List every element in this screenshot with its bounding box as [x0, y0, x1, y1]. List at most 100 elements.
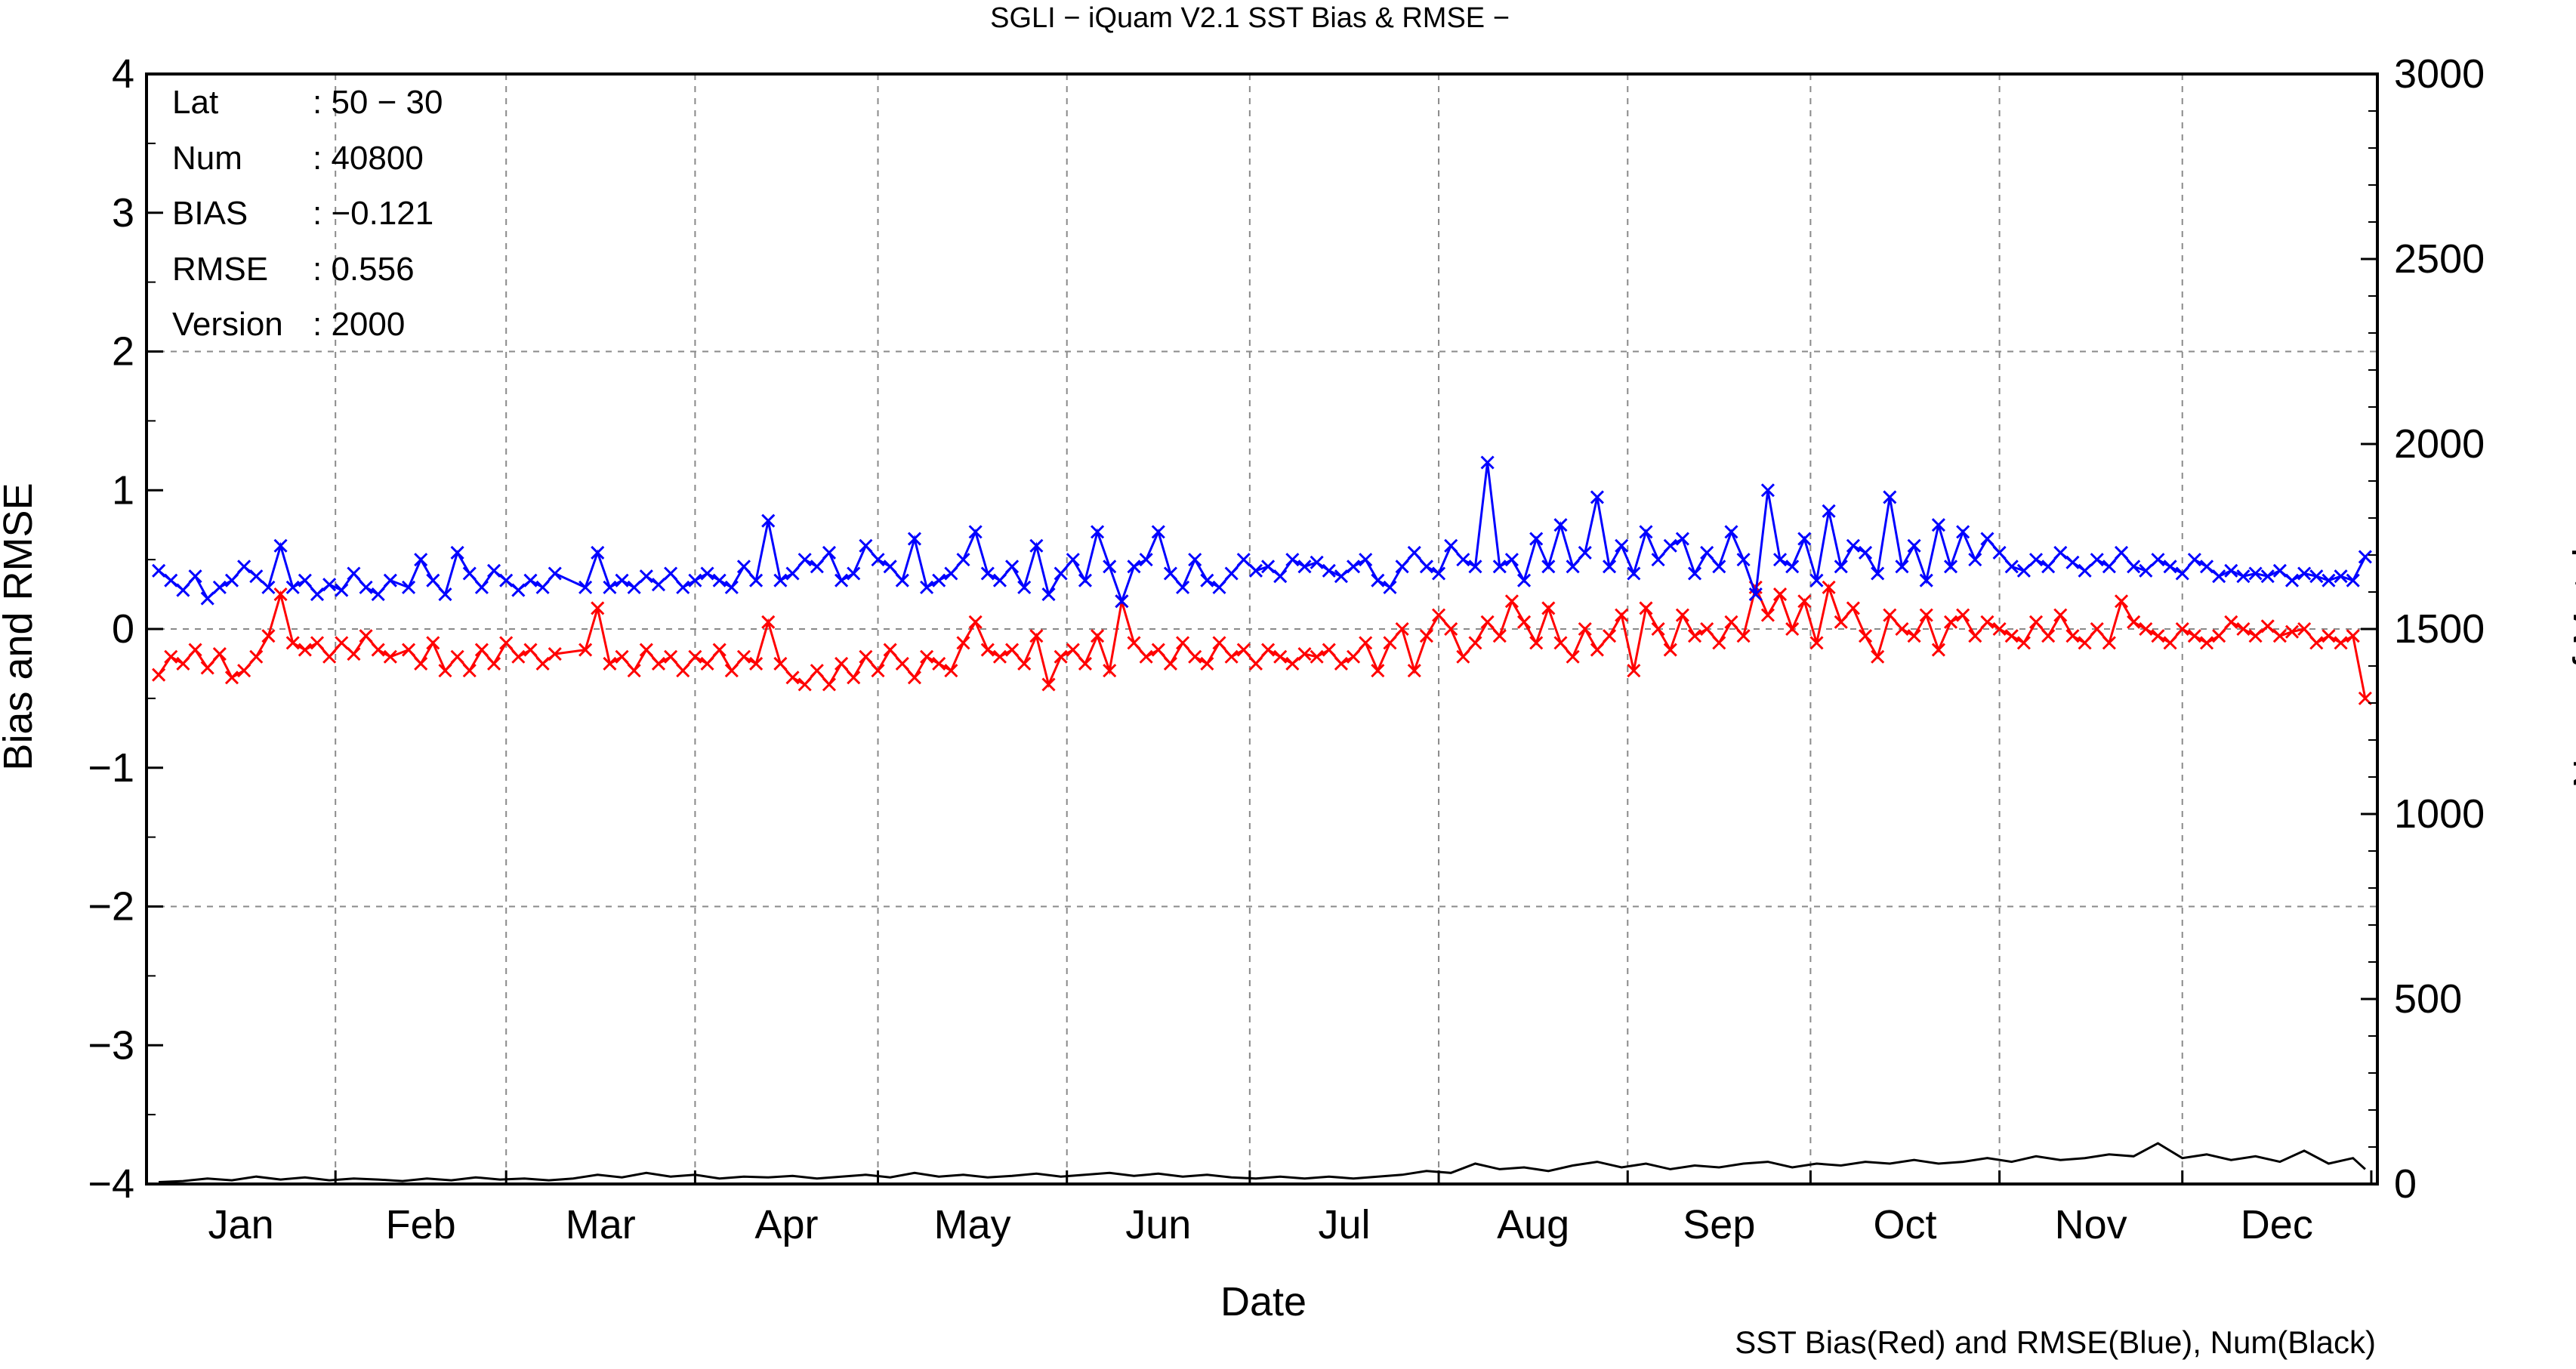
data-point-marker [237, 560, 251, 574]
data-point-marker [1103, 664, 1117, 678]
data-point-marker [1431, 608, 1446, 622]
data-point-marker [2041, 560, 2056, 574]
y-axis: 4 3 2 1 0 −1 −2 −3 −4 [88, 51, 163, 1207]
data-point-marker [1456, 553, 1470, 567]
info-label: Lat [172, 84, 218, 121]
data-point-marker [639, 643, 653, 657]
data-point-marker [907, 532, 922, 546]
data-point-marker [664, 649, 678, 664]
data-point-marker [401, 643, 416, 657]
data-point-marker [992, 573, 1007, 587]
data-point-marker [1858, 629, 1873, 643]
data-point-marker [164, 573, 178, 587]
data-point-marker [511, 583, 526, 597]
info-label: BIAS [172, 195, 248, 232]
data-point-marker [1371, 573, 1385, 587]
data-point-marker [1468, 636, 1482, 650]
data-point-marker [450, 545, 464, 560]
data-point-marker [1139, 649, 1153, 664]
data-point-marker [1992, 621, 2007, 637]
data-point-marker [1091, 525, 1105, 539]
data-point-marker [474, 643, 489, 657]
data-point-marker [1516, 573, 1532, 587]
data-point-marker [871, 553, 885, 567]
data-point-marker [1627, 664, 1641, 678]
data-point-marker [603, 656, 617, 671]
data-point-marker [1054, 649, 1068, 664]
data-point-marker [224, 671, 239, 685]
data-point-marker [1334, 656, 1348, 671]
data-point-marker [1797, 532, 1812, 546]
data-point-marker [249, 649, 264, 664]
data-point-marker [1212, 580, 1226, 594]
data-point-marker [2028, 553, 2044, 567]
data-point-marker [871, 664, 885, 678]
x-tick-label: Dec [2241, 1202, 2313, 1247]
data-point-marker [2090, 621, 2104, 637]
data-point-marker [1151, 525, 1165, 539]
data-point-marker [1248, 563, 1263, 578]
data-point-marker [2187, 553, 2201, 567]
data-point-marker [2016, 563, 2031, 578]
data-point-marker [2139, 563, 2153, 578]
data-point-marker [1041, 587, 1056, 602]
y2-tick-label: 3000 [2394, 51, 2485, 97]
data-point-marker [859, 649, 873, 664]
data-point-marker [1883, 490, 1897, 504]
x-tick-label: May [934, 1202, 1011, 1247]
data-point-marker [2248, 566, 2263, 581]
data-point-marker [1078, 573, 1093, 587]
data-point-marker [1456, 649, 1470, 664]
x-tick-label: Sep [1683, 1202, 1755, 1247]
data-point-marker [1322, 643, 1336, 657]
data-point-marker [1919, 573, 1933, 587]
y-tick-label: −2 [88, 884, 134, 930]
data-point-marker [956, 636, 970, 650]
data-point-marker [712, 643, 727, 657]
data-point-marker [1992, 545, 2007, 560]
data-point-marker [1017, 656, 1032, 671]
data-point-marker [676, 580, 690, 594]
data-point-marker [1041, 677, 1056, 692]
data-point-marker [1347, 649, 1361, 664]
data-point-marker [1736, 553, 1751, 567]
data-point-marker [1822, 504, 1836, 518]
data-point-marker [1931, 518, 1945, 532]
data-point-marker [1772, 553, 1788, 567]
data-point-marker [359, 580, 373, 594]
data-point-marker [1578, 545, 1592, 560]
data-point-marker [1310, 649, 1324, 664]
data-point-marker [2053, 545, 2068, 560]
data-point-marker [1492, 629, 1507, 643]
data-point-marker [2163, 636, 2177, 650]
data-point-marker [548, 566, 562, 581]
y2-tick-label: 2500 [2394, 236, 2485, 282]
data-point-marker [2151, 629, 2165, 643]
data-point-marker [1492, 560, 1507, 574]
data-point-marker [944, 664, 958, 678]
data-point-marker [591, 545, 605, 560]
data-point-marker [810, 560, 824, 574]
data-point-marker [1615, 538, 1629, 553]
x-axis-label: Date [1220, 1279, 1307, 1324]
data-point-marker [273, 587, 288, 602]
data-point-marker [2065, 555, 2080, 569]
data-point-marker [2284, 624, 2300, 639]
series-line [159, 1142, 2366, 1183]
data-point-marker [2078, 563, 2092, 578]
data-point-marker [822, 545, 837, 560]
x-tick-label: Jul [1318, 1202, 1370, 1247]
data-point-marker [2199, 636, 2214, 650]
data-point-marker [523, 573, 538, 587]
x-tick-label: Nov [2055, 1202, 2127, 1247]
data-point-marker [499, 573, 514, 587]
data-point-marker [895, 656, 909, 671]
data-point-marker [810, 664, 824, 678]
data-point-marker [2004, 629, 2019, 643]
data-point-marker [2224, 563, 2238, 578]
data-point-marker [1566, 560, 1580, 574]
info-value: : 50 − 30 [313, 84, 443, 121]
data-point-marker [980, 566, 995, 581]
x-tick-label: Aug [1497, 1202, 1569, 1247]
data-point-marker [347, 566, 361, 581]
